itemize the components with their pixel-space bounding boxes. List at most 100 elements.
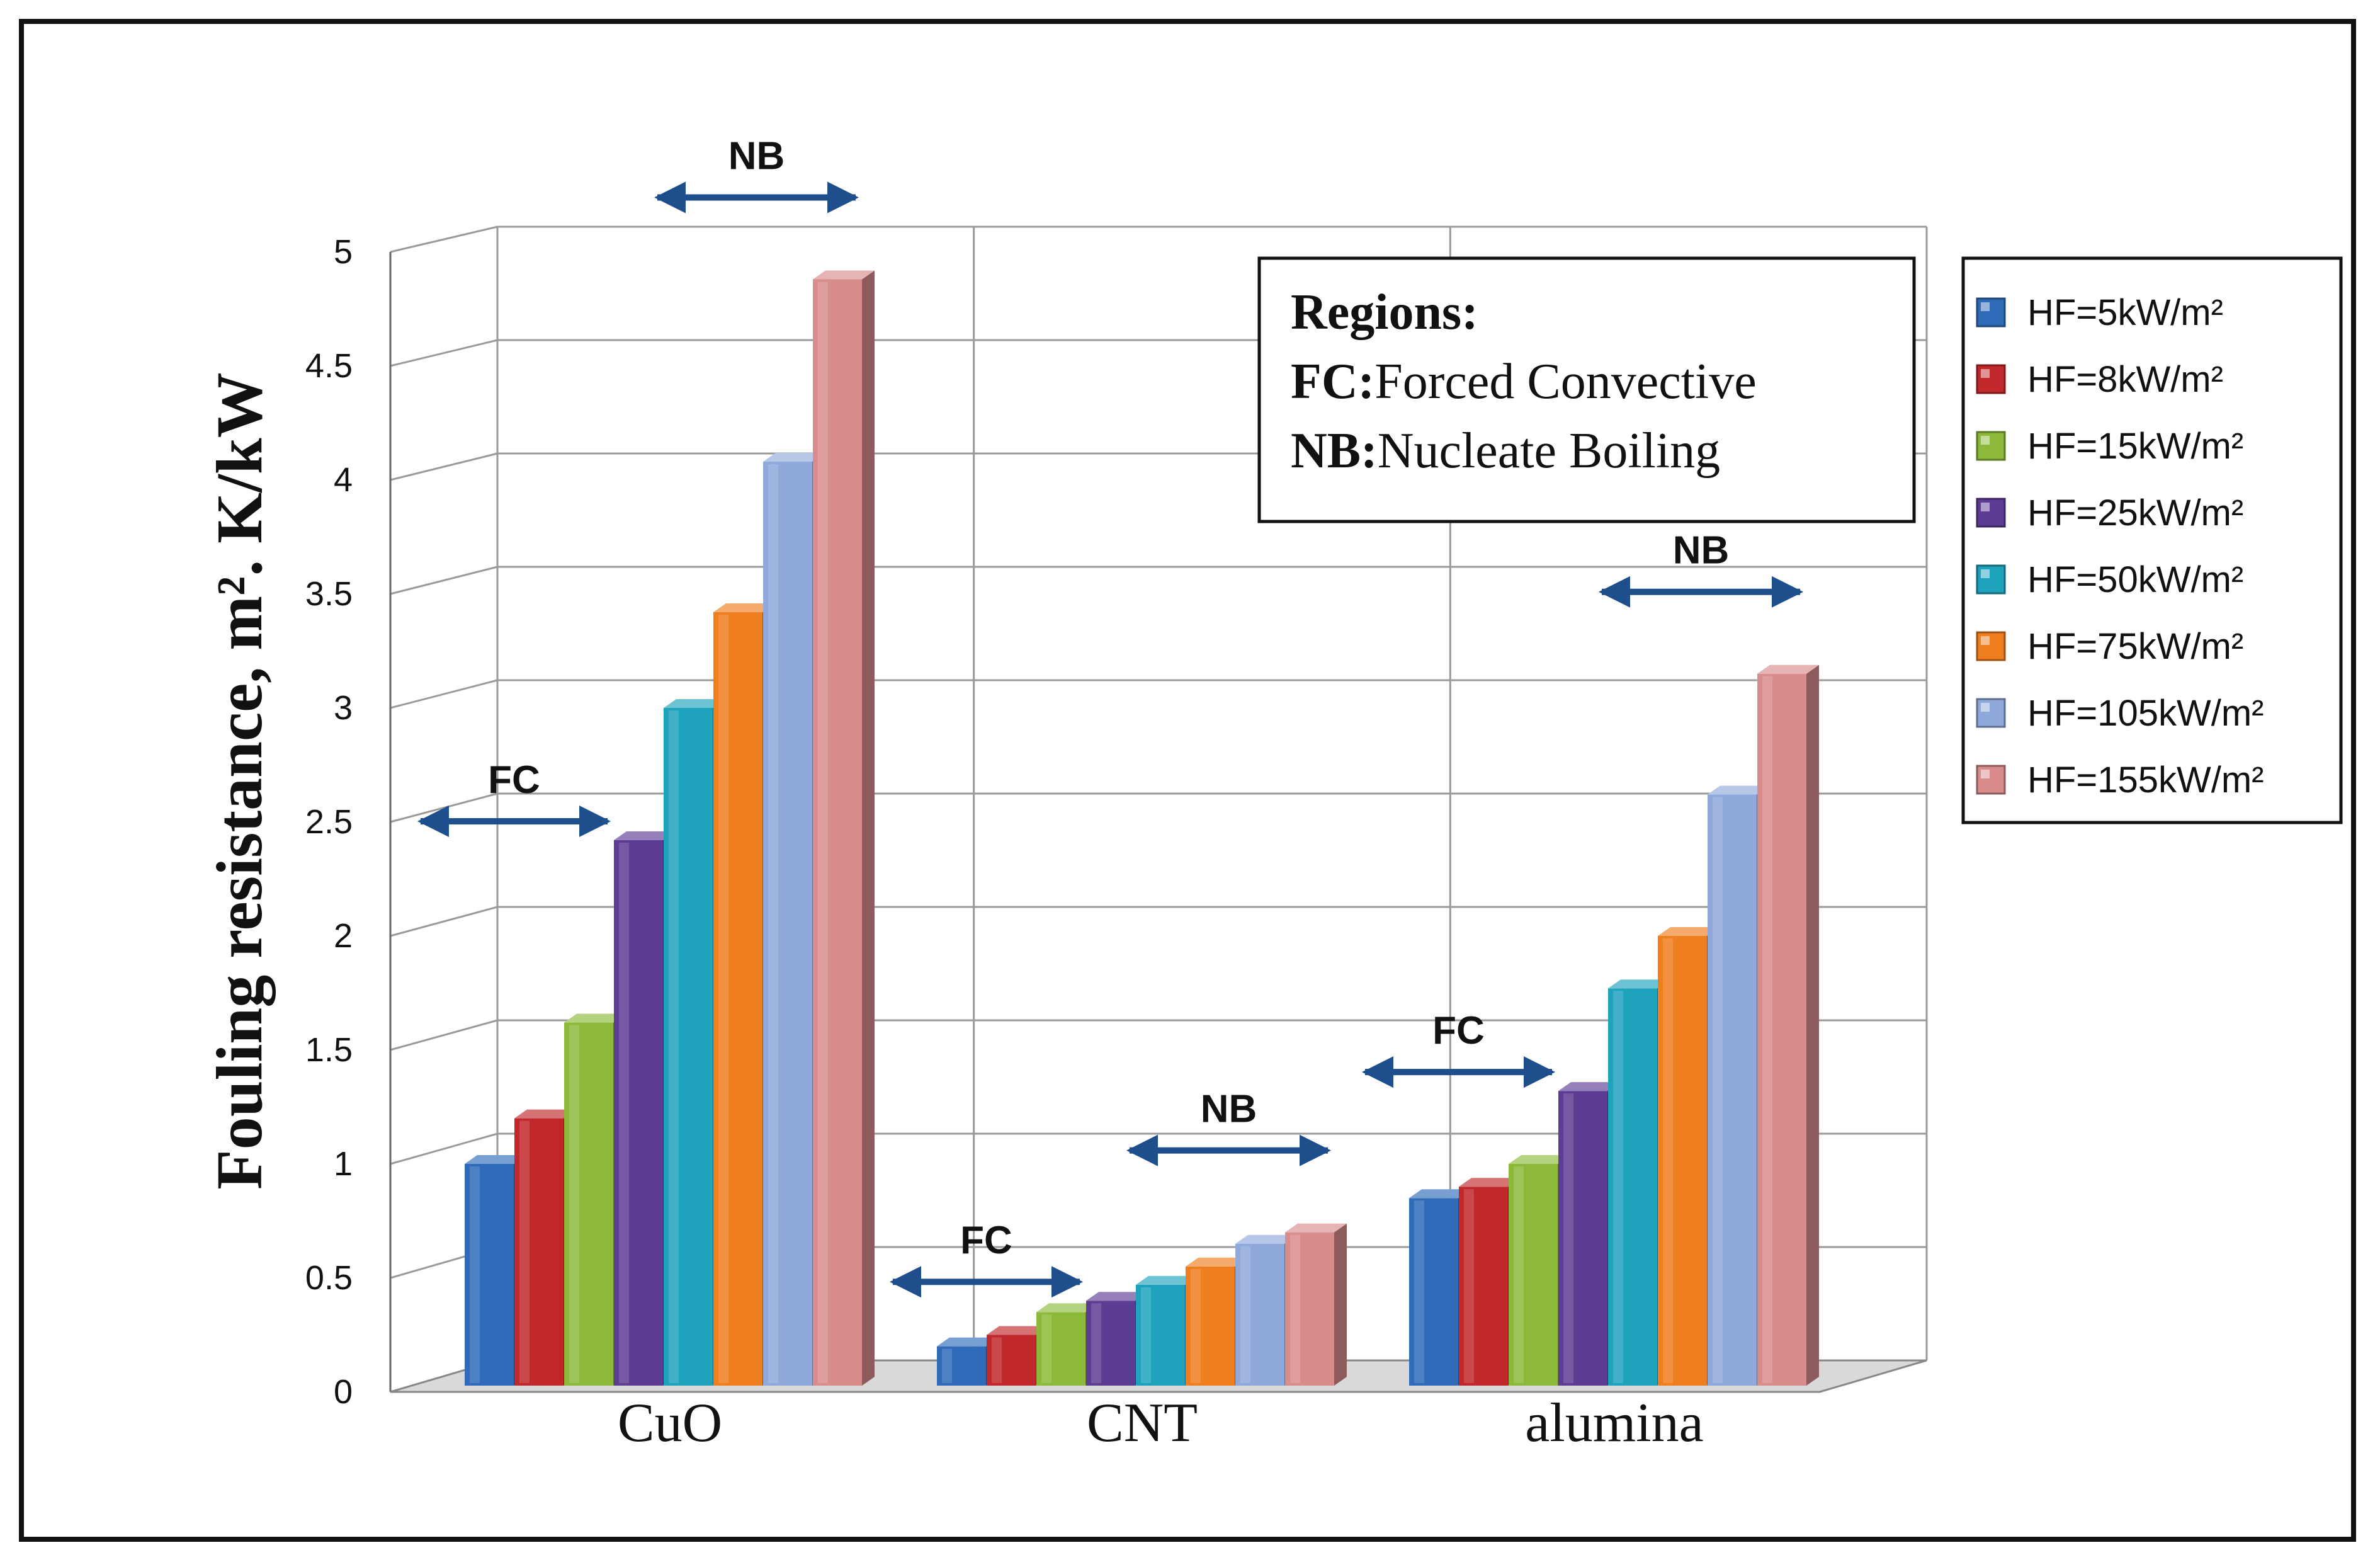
region-arrow: NB: [1126, 1088, 1331, 1166]
y-tick-label: 3: [334, 689, 353, 727]
bar-highlight: [1091, 1303, 1101, 1383]
legend-label: HF=8kW/m²: [2027, 359, 2223, 400]
y-axis-label: Fouling resistance, m². K/kW: [203, 372, 276, 1190]
bar-top: [465, 1155, 526, 1164]
bar-top: [514, 1109, 576, 1119]
bar-top: [1658, 927, 1720, 936]
region-annotations: FC NB FC NB FC NB: [417, 134, 1803, 1298]
x-category-label: alumina: [1525, 1393, 1703, 1454]
region-label: NB: [1673, 529, 1730, 573]
region-arrow: FC: [890, 1219, 1083, 1298]
legend-label: HF=50kW/m²: [2027, 559, 2243, 600]
legend-label: HF=155kW/m²: [2027, 760, 2264, 801]
bar-top: [1608, 979, 1670, 989]
bar-top: [1186, 1257, 1247, 1267]
bar-top: [763, 453, 825, 462]
regions-note-box: [1257, 256, 1916, 523]
regions-note-fc: FC:Forced Convective: [1291, 354, 1757, 409]
region-label: NB: [1201, 1088, 1257, 1131]
bar-top: [1409, 1189, 1471, 1199]
bar: [1708, 785, 1769, 1386]
legend-swatch-glint: [1981, 770, 1990, 778]
bars: [465, 270, 1819, 1386]
regions-note-title: Regions:: [1291, 285, 1478, 340]
bar-top: [937, 1337, 999, 1347]
bar-top: [1086, 1292, 1148, 1301]
bar: [813, 270, 875, 1386]
legend-label: HF=105kW/m²: [2027, 693, 2264, 734]
legend-swatch-glint: [1981, 503, 1990, 511]
gridline-side: [390, 566, 498, 595]
y-axis: 0 0.5 1 1.5 2 2.5 3 3.5 4 4.5 5: [305, 233, 353, 1411]
region-label: FC: [960, 1219, 1012, 1262]
regions-note: Regions: FC:Forced Convective NB:Nucleat…: [1257, 256, 1916, 523]
y-tick-label: 2: [334, 917, 353, 955]
bar-highlight: [818, 282, 828, 1384]
region-arrow: NB: [1599, 529, 1803, 608]
bar-top: [1757, 664, 1819, 674]
legend-swatch: [1976, 364, 2006, 394]
bar-highlight: [1141, 1287, 1151, 1383]
region-arrow: FC: [1362, 1009, 1555, 1088]
bar-top: [713, 603, 775, 612]
bar-highlight: [1041, 1314, 1051, 1383]
legend-label: HF=25kW/m²: [2027, 493, 2243, 533]
regions-note-nb: NB:Nucleate Boiling: [1291, 423, 1720, 479]
gridline-side: [390, 906, 498, 937]
legend-swatch-glint: [1981, 436, 1990, 445]
bar-highlight: [470, 1166, 480, 1383]
gridline-side: [390, 339, 498, 367]
bar-top: [564, 1013, 626, 1023]
gridline-side: [390, 679, 498, 709]
bar-highlight: [1240, 1246, 1250, 1383]
bar: [1509, 1155, 1570, 1386]
region-label: FC: [488, 758, 540, 802]
bar-highlight: [1613, 991, 1623, 1383]
y-tick-label: 3.5: [305, 575, 353, 613]
bar-top: [1708, 785, 1769, 795]
bar-top: [1235, 1234, 1297, 1244]
y-tick-label: 4.5: [305, 347, 353, 385]
y-tick-label: 1: [334, 1145, 353, 1183]
bar-highlight: [569, 1025, 579, 1383]
legend-item: HF=15kW/m²: [1976, 426, 2243, 467]
legend-label: HF=15kW/m²: [2027, 426, 2243, 467]
y-tick-label: 2.5: [305, 803, 353, 841]
region-arrow: NB: [654, 134, 859, 214]
bar-top: [1509, 1155, 1570, 1164]
bar-top: [987, 1326, 1048, 1335]
bar-highlight: [1713, 797, 1723, 1383]
legend-item: HF=50kW/m²: [1976, 559, 2243, 600]
bar: [1285, 1223, 1347, 1386]
bar-highlight: [1464, 1189, 1474, 1383]
legend-swatch-glint: [1981, 636, 1990, 645]
legend-label: HF=5kW/m²: [2027, 292, 2223, 333]
bar: [514, 1109, 576, 1386]
legend: HF=5kW/m² HF=8kW/m² HF=15kW/m² HF=25kW/m² HF…: [1961, 256, 2343, 824]
bar-highlight: [1762, 676, 1772, 1383]
bar-highlight: [1414, 1200, 1424, 1383]
legend-swatch-glint: [1981, 569, 1990, 578]
bar-highlight: [519, 1120, 530, 1383]
bar-highlight: [768, 464, 778, 1383]
bar-highlight: [1563, 1093, 1573, 1383]
bar-highlight: [1191, 1268, 1201, 1383]
y-tick-label: 4: [334, 461, 353, 499]
gridline-side: [390, 1019, 498, 1051]
legend-item: HF=155kW/m²: [1976, 760, 2264, 801]
gridline-side: [390, 225, 498, 253]
y-tick-label: 5: [334, 233, 353, 271]
bar: [1757, 664, 1819, 1386]
gridline-side: [390, 792, 498, 823]
legend-swatch-glint: [1981, 369, 1990, 378]
region-label: FC: [1432, 1009, 1485, 1052]
bar-top: [1136, 1275, 1198, 1285]
y-tick-label: 0: [334, 1373, 353, 1411]
bar-highlight: [718, 614, 728, 1384]
gridline-side: [390, 452, 498, 481]
bar-highlight: [1514, 1166, 1524, 1383]
bar-highlight: [1290, 1234, 1300, 1383]
x-axis: CuO CNT alumina: [618, 1393, 1704, 1454]
legend-box: [1961, 256, 2343, 824]
